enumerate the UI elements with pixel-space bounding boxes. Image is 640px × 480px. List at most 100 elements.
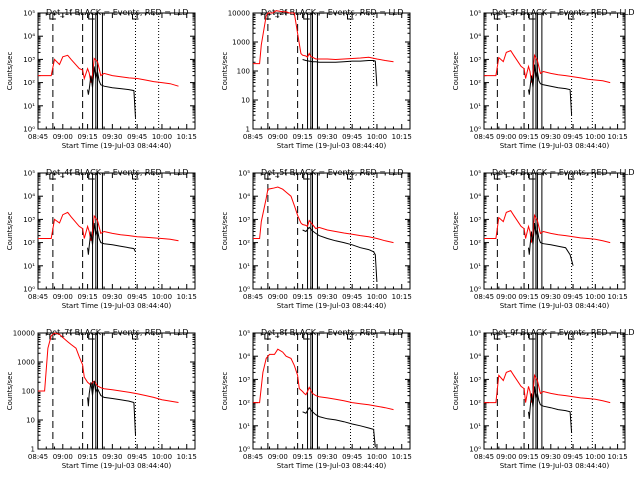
y-tick-label: 10⁵: [469, 170, 481, 178]
y-tick-label: 10¹: [23, 262, 35, 270]
y-axis-label: Counts/sec: [452, 372, 460, 411]
y-tick-label: 10²: [238, 239, 250, 247]
x-axis-label: Start Time (19-Jul-03 08:44:40): [500, 462, 610, 470]
x-tick-label: 10:15: [607, 453, 627, 461]
x-tick-label: 10:00: [585, 133, 605, 141]
x-tick-label: 09:30: [317, 133, 337, 141]
y-tick-label: 10³: [238, 216, 250, 224]
x-tick-label: 09:30: [541, 453, 561, 461]
x-tick-label: 09:45: [342, 293, 362, 301]
y-axis-label: Counts/sec: [221, 212, 229, 251]
x-axis-label: Start Time (19-Jul-03 08:44:40): [62, 302, 172, 310]
top-bracket-marker: [303, 334, 310, 340]
y-tick-label: 10⁴: [469, 193, 481, 201]
y-tick-label: 10⁵: [238, 170, 250, 178]
x-tick-label: 10:00: [585, 293, 605, 301]
top-bracket-marker: [132, 334, 139, 340]
y-tick-label: 10³: [469, 56, 481, 64]
x-tick-label: 09:00: [496, 293, 516, 301]
plot-frame: [37, 172, 196, 290]
chart-panel-7: Det_7f BLACK = Events, RED = LLD11010010…: [6, 328, 197, 470]
y-tick-label: 10²: [238, 399, 250, 407]
plot-frame: [252, 12, 411, 130]
chart-panel-2: Det_2f BLACK = Events, RED = LLD11010010…: [221, 8, 412, 150]
plot-frame: [483, 172, 626, 290]
x-tick-label: 10:00: [585, 453, 605, 461]
y-tick-label: 1000: [17, 359, 35, 367]
y-tick-label: 10⁵: [469, 330, 481, 338]
top-bracket-marker: [493, 14, 501, 20]
series-events-line: [87, 222, 136, 255]
x-tick-label: 09:45: [563, 293, 583, 301]
x-axis-label: Start Time (19-Jul-03 08:44:40): [277, 462, 387, 470]
y-tick-label: 10⁰: [469, 126, 481, 134]
x-tick-label: 09:45: [127, 133, 147, 141]
top-bracket-marker: [264, 174, 271, 180]
top-bracket-marker: [132, 14, 139, 20]
x-tick-label: 08:45: [28, 453, 48, 461]
y-axis-label: Counts/sec: [221, 52, 229, 91]
series-lld-line: [253, 186, 394, 244]
y-tick-label: 10⁴: [23, 193, 35, 201]
y-tick-label: 10⁴: [469, 33, 481, 41]
x-tick-label: 10:15: [177, 293, 197, 301]
series-events-line: [87, 381, 136, 436]
top-bracket-marker: [264, 14, 271, 20]
top-bracket-marker: [49, 14, 56, 20]
y-tick-label: 10¹: [238, 422, 250, 430]
chart-panel-9: Det_9f BLACK = Events, RED = LLD10⁰10¹10…: [452, 328, 635, 470]
y-tick-label: 10¹: [469, 102, 481, 110]
y-tick-label: 10⁰: [23, 286, 35, 294]
y-axis-label: Counts/sec: [6, 212, 14, 251]
y-axis-label: Counts/sec: [221, 372, 229, 411]
x-tick-label: 09:45: [563, 133, 583, 141]
y-tick-label: 10⁰: [238, 286, 250, 294]
top-bracket-marker: [264, 334, 271, 340]
y-tick-label: 10⁰: [469, 286, 481, 294]
x-tick-label: 08:45: [474, 453, 494, 461]
y-tick-label: 10³: [469, 216, 481, 224]
top-bracket-marker: [88, 174, 95, 180]
plot-frame: [37, 12, 196, 130]
x-axis-label: Start Time (19-Jul-03 08:44:40): [62, 462, 172, 470]
series-lld-line: [38, 211, 179, 242]
y-tick-label: 10: [26, 417, 35, 425]
x-tick-label: 09:15: [518, 293, 538, 301]
x-tick-label: 10:15: [607, 133, 627, 141]
plot-frame: [252, 332, 411, 450]
plot-frame: [37, 332, 196, 450]
top-bracket-marker: [347, 14, 354, 20]
chart-panel-6: Det_6f BLACK = Events, RED = LLD10⁰10¹10…: [452, 168, 635, 310]
y-tick-label: 1: [31, 446, 35, 454]
top-bracket-marker: [347, 334, 354, 340]
top-bracket-marker: [303, 14, 310, 20]
y-tick-label: 10¹: [469, 262, 481, 270]
x-tick-label: 10:00: [152, 133, 172, 141]
x-tick-label: 08:45: [28, 293, 48, 301]
y-tick-label: 10⁵: [23, 10, 35, 18]
x-tick-label: 08:45: [243, 293, 263, 301]
top-bracket-marker: [49, 174, 56, 180]
y-tick-label: 10⁵: [469, 10, 481, 18]
x-tick-label: 10:15: [607, 293, 627, 301]
x-tick-label: 09:30: [541, 133, 561, 141]
y-tick-label: 100: [22, 388, 35, 396]
x-tick-label: 09:30: [317, 293, 337, 301]
y-tick-label: 10³: [469, 376, 481, 384]
x-axis-label: Start Time (19-Jul-03 08:44:40): [277, 302, 387, 310]
y-tick-label: 10⁵: [23, 170, 35, 178]
y-tick-label: 10³: [23, 216, 35, 224]
x-tick-label: 08:45: [243, 133, 263, 141]
y-axis-label: Counts/sec: [452, 212, 460, 251]
series-lld-line: [484, 49, 611, 84]
x-tick-label: 09:00: [268, 453, 288, 461]
x-axis-label: Start Time (19-Jul-03 08:44:40): [62, 142, 172, 150]
y-axis-label: Counts/sec: [6, 372, 14, 411]
x-tick-label: 10:00: [152, 453, 172, 461]
y-tick-label: 10³: [23, 56, 35, 64]
x-tick-label: 09:00: [496, 453, 516, 461]
plot-frame: [252, 172, 411, 290]
top-bracket-marker: [493, 174, 501, 180]
x-tick-label: 09:45: [127, 293, 147, 301]
x-tick-label: 09:00: [53, 293, 73, 301]
